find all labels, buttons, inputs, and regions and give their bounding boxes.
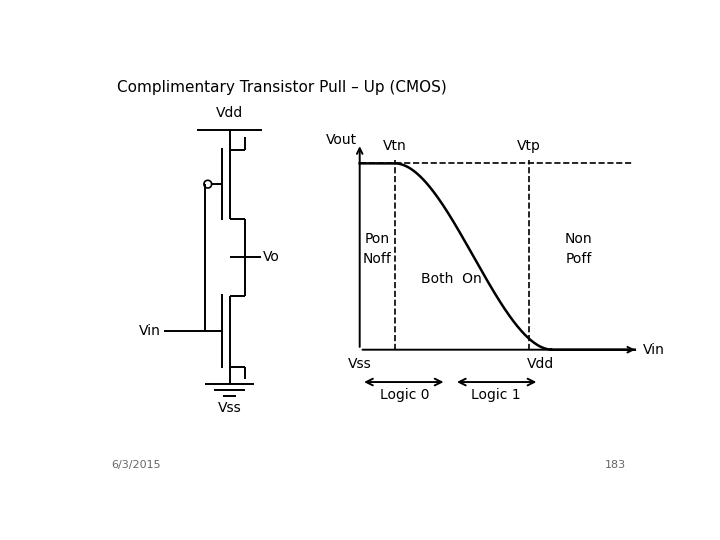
Text: Non
Poff: Non Poff [565, 232, 593, 266]
Text: Vdd: Vdd [216, 106, 243, 120]
Text: Complimentary Transistor Pull – Up (CMOS): Complimentary Transistor Pull – Up (CMOS… [117, 80, 447, 95]
Text: Vin: Vin [642, 343, 665, 357]
Text: Vss: Vss [217, 401, 241, 415]
Text: Vtp: Vtp [517, 139, 541, 153]
Text: 6/3/2015: 6/3/2015 [112, 460, 161, 470]
Text: Vin: Vin [139, 324, 161, 338]
Text: Pon
Noff: Pon Noff [363, 232, 392, 266]
Text: Vtn: Vtn [383, 139, 407, 153]
Text: 183: 183 [606, 460, 626, 470]
Text: Vout: Vout [325, 133, 356, 147]
Text: Vss: Vss [348, 357, 372, 372]
Text: Vo: Vo [263, 251, 279, 264]
Text: Both  On: Both On [420, 272, 482, 286]
Text: Vdd: Vdd [527, 357, 554, 372]
Text: Logic 0: Logic 0 [380, 388, 430, 402]
Text: Logic 1: Logic 1 [471, 388, 521, 402]
